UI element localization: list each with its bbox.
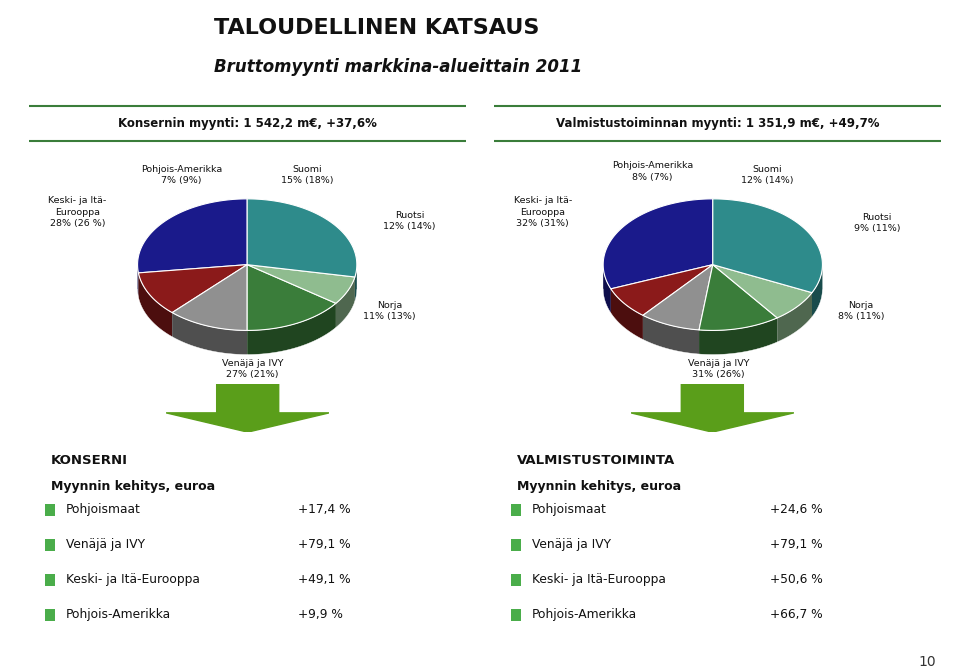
- Text: +24,6 %: +24,6 %: [770, 503, 823, 516]
- Polygon shape: [631, 384, 794, 432]
- Text: Myynnin kehitys, euroa: Myynnin kehitys, euroa: [516, 480, 681, 493]
- Text: nokian: nokian: [60, 26, 140, 46]
- Text: +50,6 %: +50,6 %: [770, 573, 823, 586]
- Text: Pohjois-Amerikka: Pohjois-Amerikka: [66, 608, 171, 620]
- Polygon shape: [248, 304, 336, 354]
- Text: Ruotsi
12% (14%): Ruotsi 12% (14%): [383, 211, 436, 231]
- Text: Norja
11% (13%): Norja 11% (13%): [364, 301, 416, 321]
- Polygon shape: [712, 265, 812, 318]
- Text: +9,9 %: +9,9 %: [299, 608, 344, 620]
- Bar: [45, 504, 55, 516]
- Polygon shape: [172, 265, 248, 330]
- Text: Venäjä ja IVY
27% (21%): Venäjä ja IVY 27% (21%): [222, 358, 283, 379]
- Text: Myynnin kehitys, euroa: Myynnin kehitys, euroa: [51, 480, 215, 493]
- Bar: [512, 504, 521, 516]
- Text: Pohjoismaat: Pohjoismaat: [532, 503, 607, 516]
- Polygon shape: [172, 313, 248, 354]
- Polygon shape: [248, 265, 355, 304]
- Bar: [512, 574, 521, 586]
- Text: Venäjä ja IVY
31% (26%): Venäjä ja IVY 31% (26%): [687, 358, 749, 379]
- Text: KONSERNI: KONSERNI: [51, 454, 128, 467]
- Polygon shape: [643, 265, 712, 330]
- Polygon shape: [699, 318, 778, 354]
- Polygon shape: [336, 277, 355, 328]
- Polygon shape: [643, 316, 699, 354]
- Polygon shape: [778, 293, 812, 342]
- Polygon shape: [248, 265, 336, 330]
- Polygon shape: [712, 199, 823, 293]
- Text: Venäjä ja IVY: Venäjä ja IVY: [532, 538, 612, 551]
- Polygon shape: [138, 265, 248, 313]
- Text: +79,1 %: +79,1 %: [770, 538, 823, 551]
- Text: Pohjois-Amerikka
8% (7%): Pohjois-Amerikka 8% (7%): [612, 161, 693, 182]
- Text: Keski- ja Itä-
Eurooppa
32% (31%): Keski- ja Itä- Eurooppa 32% (31%): [514, 196, 572, 228]
- Polygon shape: [138, 273, 172, 337]
- Text: +79,1 %: +79,1 %: [299, 538, 351, 551]
- Text: Suomi
12% (14%): Suomi 12% (14%): [741, 165, 794, 185]
- Polygon shape: [812, 265, 823, 317]
- Text: +17,4 %: +17,4 %: [299, 503, 351, 516]
- Text: Pohjoismaat: Pohjoismaat: [66, 503, 140, 516]
- Polygon shape: [248, 199, 357, 277]
- Text: Konsernin myynti: 1 542,2 m€, +37,6%: Konsernin myynti: 1 542,2 m€, +37,6%: [118, 117, 376, 130]
- Text: Pohjois-Amerikka
7% (9%): Pohjois-Amerikka 7% (9%): [141, 165, 222, 185]
- Text: Ruotsi
9% (11%): Ruotsi 9% (11%): [854, 213, 900, 233]
- Text: RENKAAT: RENKAAT: [46, 60, 155, 80]
- Polygon shape: [355, 265, 357, 301]
- Bar: [45, 539, 55, 551]
- Text: Suomi
15% (18%): Suomi 15% (18%): [281, 165, 334, 185]
- Text: Pohjois-Amerikka: Pohjois-Amerikka: [532, 608, 637, 620]
- Bar: [45, 608, 55, 620]
- Polygon shape: [611, 289, 643, 340]
- Text: 10: 10: [919, 655, 936, 669]
- Text: Venäjä ja IVY: Venäjä ja IVY: [66, 538, 145, 551]
- Text: Keski- ja Itä-Eurooppa: Keski- ja Itä-Eurooppa: [532, 573, 666, 586]
- Polygon shape: [603, 265, 611, 313]
- Text: Bruttomyynti markkina-alueittain 2011: Bruttomyynti markkina-alueittain 2011: [214, 58, 582, 76]
- Text: +49,1 %: +49,1 %: [299, 573, 351, 586]
- Polygon shape: [611, 265, 712, 316]
- Polygon shape: [166, 384, 329, 432]
- Polygon shape: [137, 199, 248, 273]
- Polygon shape: [603, 199, 712, 289]
- Text: +66,7 %: +66,7 %: [770, 608, 823, 620]
- Text: Keski- ja Itä-
Eurooppa
28% (26 %): Keski- ja Itä- Eurooppa 28% (26 %): [48, 196, 107, 228]
- Text: TALOUDELLINEN KATSAUS: TALOUDELLINEN KATSAUS: [214, 17, 540, 38]
- Polygon shape: [699, 265, 778, 330]
- Bar: [45, 574, 55, 586]
- Text: Valmistustoiminnan myynti: 1 351,9 m€, +49,7%: Valmistustoiminnan myynti: 1 351,9 m€, +…: [556, 117, 879, 130]
- Text: Keski- ja Itä-Eurooppa: Keski- ja Itä-Eurooppa: [66, 573, 200, 586]
- Text: Norja
8% (11%): Norja 8% (11%): [837, 301, 884, 321]
- Bar: [512, 539, 521, 551]
- Text: VALMISTUSTOIMINTA: VALMISTUSTOIMINTA: [516, 454, 675, 467]
- Bar: [512, 608, 521, 620]
